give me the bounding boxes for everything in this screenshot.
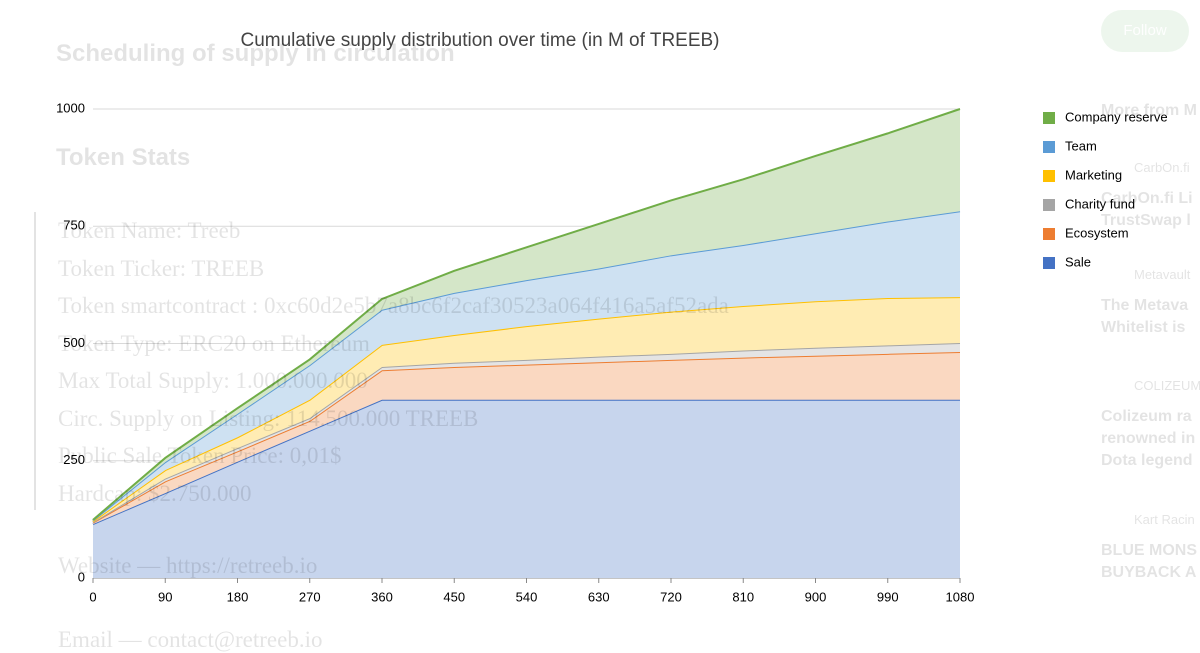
area xyxy=(93,109,960,521)
legend-swatch xyxy=(1043,170,1055,182)
legend-swatch xyxy=(1043,228,1055,240)
x-tick-label: 180 xyxy=(227,589,249,604)
y-tick-label: 750 xyxy=(63,218,85,233)
chart-title: Cumulative supply distribution over time… xyxy=(240,30,719,51)
x-tick-label: 630 xyxy=(588,589,610,604)
x-tick-label: 540 xyxy=(516,589,538,604)
area-line xyxy=(92,108,961,521)
y-tick-label: 1000 xyxy=(56,100,85,115)
y-tick-label: 0 xyxy=(78,569,85,584)
legend-swatch xyxy=(1043,112,1055,124)
x-tick-label: 0 xyxy=(89,589,96,604)
area xyxy=(93,351,960,525)
legend-swatch xyxy=(1043,141,1055,153)
x-tick-label: 450 xyxy=(443,589,465,604)
area xyxy=(93,399,960,578)
x-tick-label: 360 xyxy=(371,589,393,604)
legend-label: Ecosystem xyxy=(1065,225,1129,240)
x-tick-label: 990 xyxy=(877,589,899,604)
x-tick-label: 810 xyxy=(732,589,754,604)
legend-swatch xyxy=(1043,257,1055,269)
legend-label: Charity fund xyxy=(1065,196,1135,211)
y-tick-label: 500 xyxy=(63,335,85,350)
x-tick-label: 720 xyxy=(660,589,682,604)
legend-label: Marketing xyxy=(1065,167,1122,182)
legend-swatch xyxy=(1043,199,1055,211)
legend-label: Sale xyxy=(1065,254,1091,269)
legend-label: Company reserve xyxy=(1065,109,1168,124)
x-tick-label: 1080 xyxy=(946,589,975,604)
area xyxy=(93,211,960,522)
area xyxy=(93,297,960,523)
x-tick-label: 90 xyxy=(158,589,172,604)
x-tick-label: 270 xyxy=(299,589,321,604)
x-tick-label: 900 xyxy=(805,589,827,604)
legend-label: Team xyxy=(1065,138,1097,153)
y-tick-label: 250 xyxy=(63,452,85,467)
